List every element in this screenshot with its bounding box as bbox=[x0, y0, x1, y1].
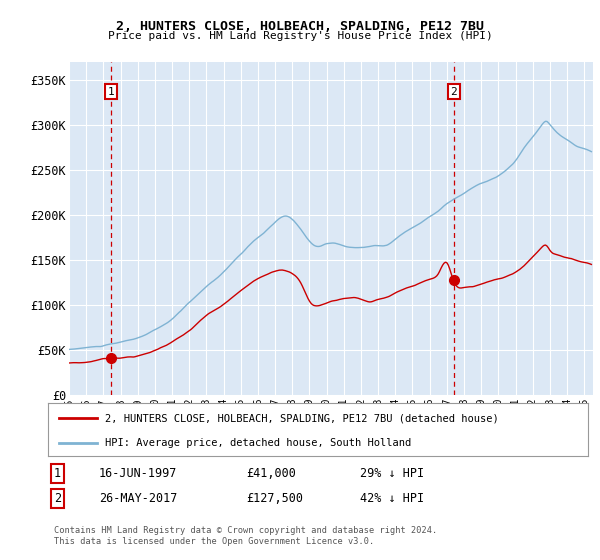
Text: 26-MAY-2017: 26-MAY-2017 bbox=[99, 492, 178, 505]
Text: 1: 1 bbox=[54, 466, 61, 480]
Text: 2: 2 bbox=[451, 87, 457, 96]
Text: £127,500: £127,500 bbox=[246, 492, 303, 505]
Text: 16-JUN-1997: 16-JUN-1997 bbox=[99, 466, 178, 480]
Text: Price paid vs. HM Land Registry's House Price Index (HPI): Price paid vs. HM Land Registry's House … bbox=[107, 31, 493, 41]
Text: 1: 1 bbox=[108, 87, 115, 96]
Text: HPI: Average price, detached house, South Holland: HPI: Average price, detached house, Sout… bbox=[104, 438, 411, 448]
Text: 2, HUNTERS CLOSE, HOLBEACH, SPALDING, PE12 7BU (detached house): 2, HUNTERS CLOSE, HOLBEACH, SPALDING, PE… bbox=[104, 413, 499, 423]
Text: 2, HUNTERS CLOSE, HOLBEACH, SPALDING, PE12 7BU: 2, HUNTERS CLOSE, HOLBEACH, SPALDING, PE… bbox=[116, 20, 484, 32]
Text: £41,000: £41,000 bbox=[246, 466, 296, 480]
Text: 42% ↓ HPI: 42% ↓ HPI bbox=[360, 492, 424, 505]
Text: 2: 2 bbox=[54, 492, 61, 505]
Text: 29% ↓ HPI: 29% ↓ HPI bbox=[360, 466, 424, 480]
Text: Contains HM Land Registry data © Crown copyright and database right 2024.
This d: Contains HM Land Registry data © Crown c… bbox=[54, 526, 437, 546]
